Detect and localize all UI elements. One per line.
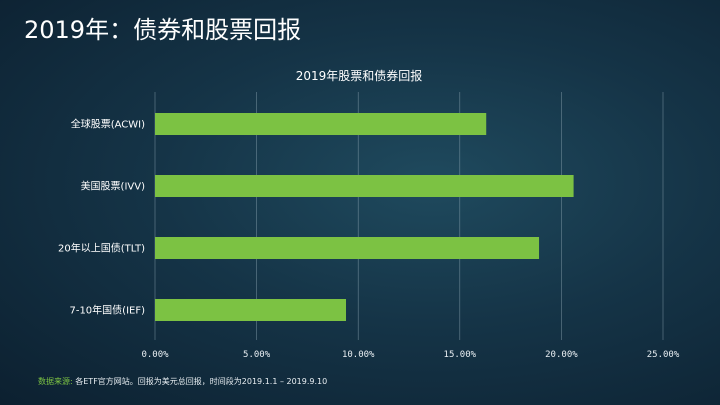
slide-title: 2019年：债券和股票回报 <box>24 16 302 44</box>
x-tick-label: 0.00% <box>141 350 169 360</box>
category-label: 20年以上国债(TLT) <box>58 242 145 255</box>
bar <box>155 237 540 259</box>
category-label: 全球股票(ACWI) <box>71 118 145 131</box>
x-tick-label: 20.00% <box>545 350 578 360</box>
category-label: 7-10年国债(IEF) <box>69 304 145 317</box>
source-label: 数据来源: <box>38 377 73 386</box>
bar <box>155 113 487 135</box>
x-tick-label: 5.00% <box>243 350 271 360</box>
x-tick-label: 15.00% <box>444 350 477 360</box>
source-text: 各ETF官方网站。回报为美元总回报，时间段为2019.1.1 – 2019.9.… <box>75 377 328 386</box>
chart-title: 2019年股票和债券回报 <box>296 68 423 83</box>
x-tick-label: 25.00% <box>647 350 680 360</box>
source-footer: 数据来源: 各ETF官方网站。回报为美元总回报，时间段为2019.1.1 – 2… <box>38 376 327 387</box>
bar <box>155 175 574 197</box>
category-label: 美国股票(IVV) <box>81 180 146 193</box>
bar <box>155 299 347 321</box>
x-tick-label: 10.00% <box>342 350 375 360</box>
